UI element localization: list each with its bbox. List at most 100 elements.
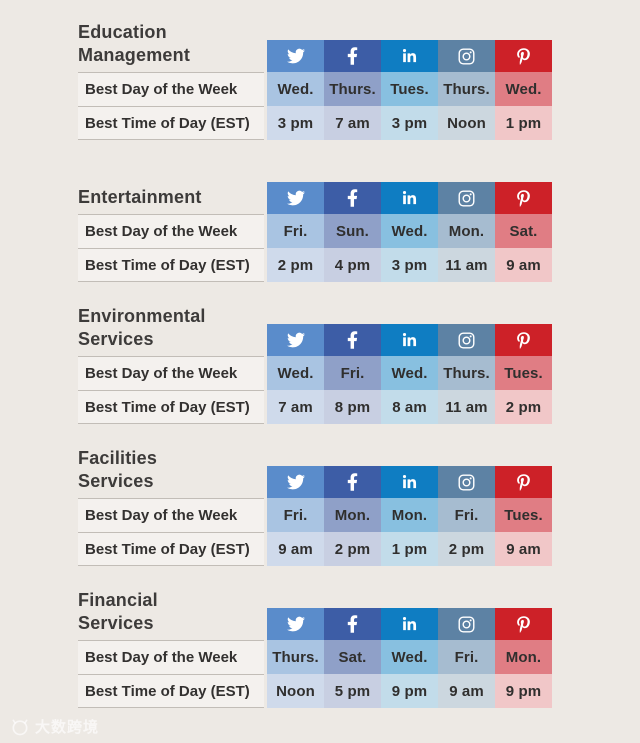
best-time-cell: 3 pm <box>381 106 438 140</box>
best-time-cell: 9 am <box>438 674 495 708</box>
facebook-icon <box>347 331 358 349</box>
best-time-cell: 5 pm <box>324 674 381 708</box>
facebook-header-cell <box>324 608 381 640</box>
best-day-cell: Fri. <box>438 640 495 674</box>
best-time-cell: 9 pm <box>381 674 438 708</box>
day-row-label: Best Day of the Week <box>78 498 264 532</box>
best-day-cell: Tues. <box>495 356 552 390</box>
best-day-cell: Fri. <box>267 214 324 248</box>
facebook-icon <box>347 473 358 491</box>
best-time-cell: 1 pm <box>381 532 438 566</box>
linkedin-icon <box>402 332 417 346</box>
section-title-line: Environmental <box>78 306 206 326</box>
best-day-cell: Wed. <box>267 72 324 106</box>
pinterest-header-cell <box>495 324 552 356</box>
best-day-cell: Thurs. <box>438 72 495 106</box>
time-row-label: Best Time of Day (EST) <box>78 532 264 566</box>
best-time-cell: Noon <box>438 106 495 140</box>
facebook-header-cell <box>324 324 381 356</box>
twitter-header-cell <box>267 40 324 72</box>
linkedin-header-cell <box>381 608 438 640</box>
twitter-header-cell <box>267 466 324 498</box>
best-time-cell: 8 am <box>381 390 438 424</box>
linkedin-icon <box>402 48 417 62</box>
twitter-header-cell <box>267 182 324 214</box>
instagram-header-cell <box>438 466 495 498</box>
best-day-cell: Thurs. <box>267 640 324 674</box>
section-title-line: Entertainment <box>78 187 202 207</box>
best-day-cell: Sat. <box>495 214 552 248</box>
linkedin-header-cell <box>381 324 438 356</box>
section-title: Education Management <box>78 22 267 72</box>
time-row-label: Best Time of Day (EST) <box>78 674 264 708</box>
section-entertainment: Entertainment Best Day of the Week Fri. … <box>78 182 640 282</box>
pinterest-icon <box>517 47 530 65</box>
best-day-cell: Mon. <box>495 640 552 674</box>
linkedin-icon <box>402 190 417 204</box>
time-row-label: Best Time of Day (EST) <box>78 106 264 140</box>
instagram-icon <box>458 616 475 632</box>
section-title-line: Services <box>78 329 154 349</box>
facebook-icon <box>347 615 358 633</box>
twitter-header-cell <box>267 324 324 356</box>
pinterest-header-cell <box>495 466 552 498</box>
infographic-body: Education Management Best Day of the Week… <box>78 22 640 708</box>
section-title: Entertainment <box>78 182 267 214</box>
best-time-cell: 2 pm <box>267 248 324 282</box>
best-day-cell: Wed. <box>495 72 552 106</box>
best-day-cell: Fri. <box>438 498 495 532</box>
section-title-line: Education <box>78 22 167 42</box>
best-day-cell: Wed. <box>381 640 438 674</box>
best-day-cell: Tues. <box>495 498 552 532</box>
day-row-label: Best Day of the Week <box>78 356 264 390</box>
linkedin-header-cell <box>381 182 438 214</box>
instagram-icon <box>458 474 475 490</box>
section-financial-services: Financial Services Best Day of the Week T… <box>78 590 640 708</box>
best-time-cell: 2 pm <box>438 532 495 566</box>
best-time-cell: 3 pm <box>267 106 324 140</box>
time-row-label: Best Time of Day (EST) <box>78 248 264 282</box>
pinterest-header-cell <box>495 608 552 640</box>
linkedin-icon <box>402 474 417 488</box>
best-day-cell: Sun. <box>324 214 381 248</box>
facebook-header-cell <box>324 466 381 498</box>
instagram-header-cell <box>438 182 495 214</box>
best-time-cell: 9 am <box>495 248 552 282</box>
best-time-cell: 9 am <box>495 532 552 566</box>
section-facilities-services: Facilities Services Best Day of the Week … <box>78 448 640 566</box>
instagram-icon <box>458 190 475 206</box>
day-row-label: Best Day of the Week <box>78 640 264 674</box>
best-day-cell: Sat. <box>324 640 381 674</box>
best-day-cell: Fri. <box>324 356 381 390</box>
instagram-header-cell <box>438 608 495 640</box>
best-day-cell: Wed. <box>381 214 438 248</box>
pinterest-icon <box>517 331 530 349</box>
section-title-line: Services <box>78 471 154 491</box>
best-day-cell: Mon. <box>324 498 381 532</box>
pinterest-header-cell <box>495 40 552 72</box>
section-title: Environmental Services <box>78 306 267 356</box>
linkedin-header-cell <box>381 40 438 72</box>
best-day-cell: Wed. <box>381 356 438 390</box>
pinterest-icon <box>517 189 530 207</box>
facebook-header-cell <box>324 40 381 72</box>
watermark-logo-icon <box>12 719 28 735</box>
section-title: Facilities Services <box>78 448 267 498</box>
section-title: Financial Services <box>78 590 267 640</box>
best-day-cell: Thurs. <box>438 356 495 390</box>
section-environmental-services: Environmental Services Best Day of the We… <box>78 306 640 424</box>
twitter-icon <box>286 190 305 206</box>
instagram-header-cell <box>438 324 495 356</box>
section-title-line: Services <box>78 613 154 633</box>
twitter-icon <box>286 48 305 64</box>
pinterest-icon <box>517 473 530 491</box>
best-day-cell: Wed. <box>267 356 324 390</box>
linkedin-icon <box>402 616 417 630</box>
watermark: 大数跨境 <box>10 716 99 737</box>
linkedin-header-cell <box>381 466 438 498</box>
facebook-icon <box>347 189 358 207</box>
best-time-cell: 1 pm <box>495 106 552 140</box>
pinterest-icon <box>517 615 530 633</box>
best-time-cell: 2 pm <box>324 532 381 566</box>
best-time-cell: 11 am <box>438 390 495 424</box>
